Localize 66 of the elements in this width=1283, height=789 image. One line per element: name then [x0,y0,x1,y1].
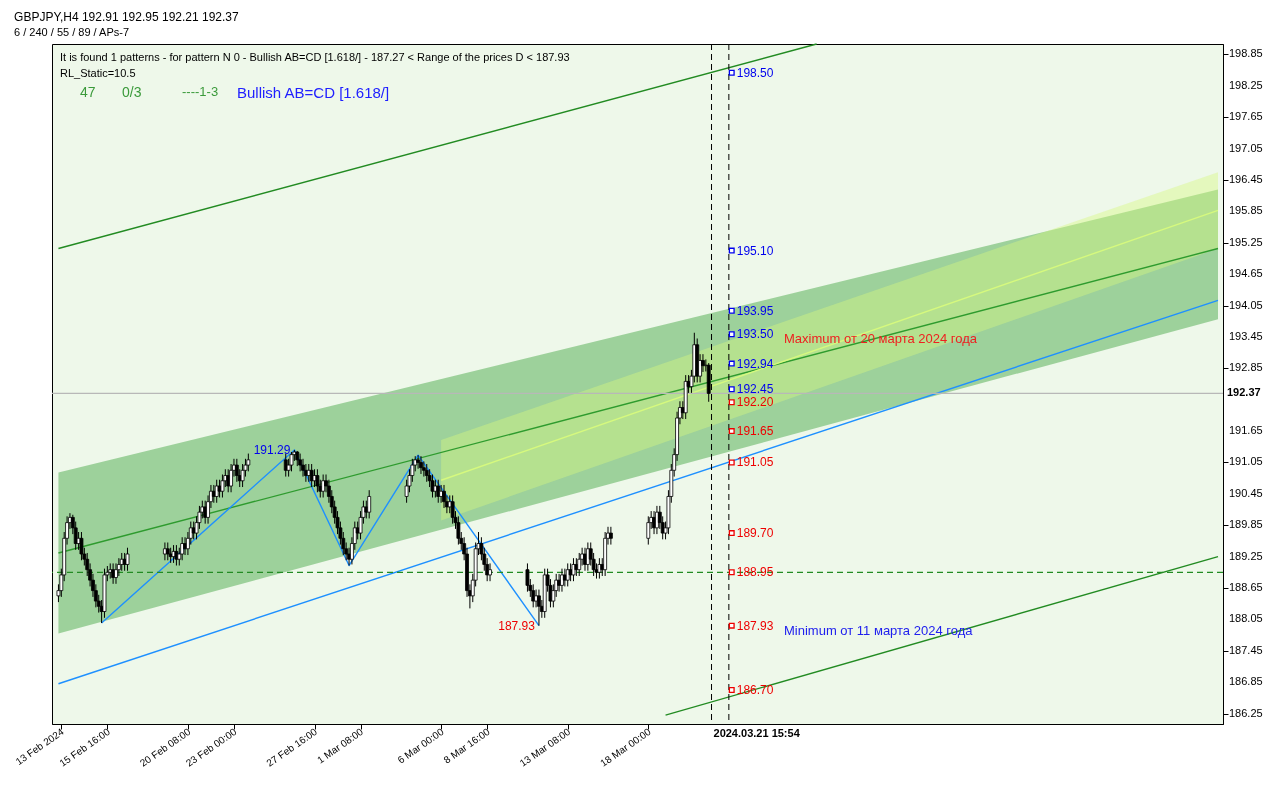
y-tick-label: 198.85 [1229,47,1263,60]
candlestick [456,515,461,546]
data-label: 187.93 [498,618,536,633]
chart-title: GBPJPY,H4 192.91 192.95 192.21 192.37 [14,10,240,25]
annotation: Bullish AB=CD [1.618/] [237,84,390,101]
data-label: 187.93 [736,618,774,633]
data-label: 193.50 [736,327,774,342]
data-label: 191.29 [253,442,291,457]
y-tick-label: 188.05 [1229,612,1263,625]
annotation: RL_Static=10.5 [60,67,136,79]
y-tick-label: 195.25 [1229,235,1263,248]
candlestick [229,463,233,493]
y-tick-label: 191.65 [1229,424,1263,437]
point [728,569,735,576]
data-label: 195.10 [736,243,774,258]
candlestick [646,515,651,546]
data-label: 192.20 [736,395,774,410]
candlestick [301,458,305,478]
data-label: 192.45 [736,382,774,397]
ref-line-label: 192.37 [1227,386,1261,399]
y-tick-label: 186.25 [1229,706,1263,719]
point [728,530,735,537]
point [728,331,735,338]
point [728,428,735,435]
point [728,386,735,393]
y-tick-label: 190.45 [1229,486,1263,499]
y-tick-label: 197.65 [1229,110,1263,123]
y-tick-label: 187.45 [1229,643,1263,656]
y-tick-label: 191.05 [1229,455,1263,468]
data-label: 191.65 [736,424,774,439]
candlestick [114,562,118,585]
data-label: 189.70 [736,526,774,541]
y-tick-label: 192.85 [1229,361,1263,374]
candlestick [488,562,492,582]
y-tick-label: 189.25 [1229,549,1263,562]
point [728,69,735,76]
point [728,459,735,466]
annotation: 47 [80,84,96,100]
y-tick-label: 194.65 [1229,267,1263,280]
y-tick-label: 194.05 [1229,298,1263,311]
y-tick-label: 189.85 [1229,518,1263,531]
candlestick [442,484,446,509]
y-tick-label: 186.85 [1229,675,1263,688]
point [728,687,735,693]
y-tick-label: 195.85 [1229,204,1263,217]
annotation: ----1-3 [182,84,219,99]
data-label: 192.94 [736,356,774,371]
candlestick [419,455,423,475]
chart-subtitle: 6 / 240 / 55 / 89 / APs-7 [14,26,130,39]
point [728,247,735,254]
candlestick [525,562,530,593]
point [728,622,735,629]
ref-line-label: 2024.03.21 15:54 [713,727,801,739]
data-label: 198.50 [736,65,774,80]
data-label: 191.05 [736,455,774,470]
point [728,399,735,406]
y-tick-label: 196.45 [1229,173,1263,185]
y-tick-label: 197.05 [1229,141,1263,154]
annotation: 0/3 [122,84,142,100]
y-tick-label: 198.25 [1229,78,1263,91]
data-label: 193.95 [736,303,774,318]
point [728,307,735,314]
y-tick-label: 193.45 [1229,329,1263,342]
annotation: It is found 1 patterns - for pattern N 0 - Bullish AB=CD [1.618/] - 187.27 < Range of the prices D < 187.93 [60,51,570,63]
y-tick-label: 188.65 [1229,581,1263,593]
point [728,360,735,367]
